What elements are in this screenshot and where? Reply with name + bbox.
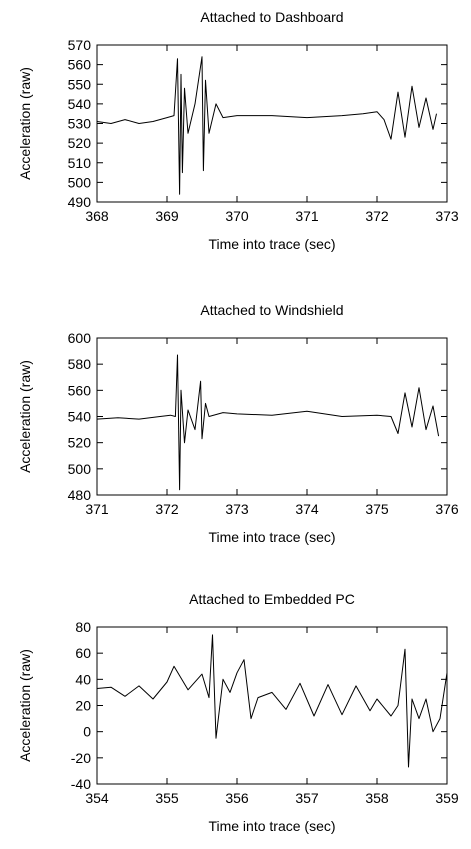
series-line [96, 354, 440, 491]
y-tick-label: 500 [68, 461, 92, 477]
x-axis-label: Time into trace (sec) [208, 818, 335, 834]
x-tick-label: 359 [435, 790, 459, 806]
plot-frame [96, 337, 448, 496]
y-tick-label: 480 [68, 487, 92, 503]
y-tick-label: 530 [68, 116, 92, 132]
y-tick-label: 540 [68, 96, 92, 112]
plot-frame [96, 44, 448, 203]
series-line [96, 634, 448, 768]
x-tick-label: 357 [295, 790, 319, 806]
y-tick-label: 60 [75, 645, 91, 661]
y-tick-label: 560 [68, 57, 92, 73]
y-tick-label: 20 [75, 698, 91, 714]
plot-frame [96, 626, 448, 785]
x-tick-label: 373 [225, 501, 249, 517]
chart-title: Attached to Windshield [200, 302, 343, 318]
x-tick-label: 371 [295, 208, 319, 224]
y-axis-label: Acceleration (raw) [17, 360, 33, 473]
x-tick-label: 369 [155, 208, 179, 224]
y-tick-label: 580 [68, 356, 92, 372]
x-tick-label: 368 [85, 208, 109, 224]
y-tick-label: 40 [75, 671, 91, 687]
x-tick-label: 372 [365, 208, 389, 224]
y-tick-label: 540 [68, 409, 92, 425]
y-tick-label: 500 [68, 174, 92, 190]
x-axis-label: Time into trace (sec) [208, 529, 335, 545]
y-axis-label: Acceleration (raw) [17, 67, 33, 180]
x-tick-label: 373 [435, 208, 459, 224]
chart-attached-to-windshield: Attached to Windshield 371 372 373 374 375 376… [17, 302, 459, 545]
y-tick-label: -40 [71, 776, 91, 792]
chart-title: Attached to Dashboard [200, 9, 343, 25]
y-tick-label: 550 [68, 76, 92, 92]
chart-attached-to-dashboard: Attached to Dashboard 368 369 370 371 372 373 4… [17, 9, 459, 252]
chart-title: Attached to Embedded PC [189, 591, 355, 607]
y-tick-label: 510 [68, 155, 92, 171]
x-tick-label: 371 [85, 501, 109, 517]
x-tick-label: 354 [85, 790, 109, 806]
y-tick-label: 490 [68, 194, 92, 210]
y-tick-label: 570 [68, 37, 92, 53]
y-tick-label: 80 [75, 619, 91, 635]
y-tick-label: 520 [68, 135, 92, 151]
y-tick-label: 520 [68, 435, 92, 451]
x-tick-label: 358 [365, 790, 389, 806]
y-axis-label: Acceleration (raw) [17, 649, 33, 762]
x-axis-label: Time into trace (sec) [208, 236, 335, 252]
y-tick-label: 0 [83, 724, 91, 740]
x-tick-label: 370 [225, 208, 249, 224]
x-tick-label: 376 [435, 501, 459, 517]
x-tick-label: 355 [155, 790, 179, 806]
x-tick-label: 356 [225, 790, 249, 806]
x-tick-label: 372 [155, 501, 179, 517]
chart-attached-to-embedded-pc: Attached to Embedded PC 354 355 356 357 358 35… [17, 591, 459, 834]
x-tick-label: 375 [365, 501, 389, 517]
y-tick-label: 600 [68, 330, 92, 346]
y-tick-label: 560 [68, 382, 92, 398]
y-tick-label: -20 [71, 750, 91, 766]
series-line [96, 56, 437, 195]
x-tick-label: 374 [295, 501, 319, 517]
